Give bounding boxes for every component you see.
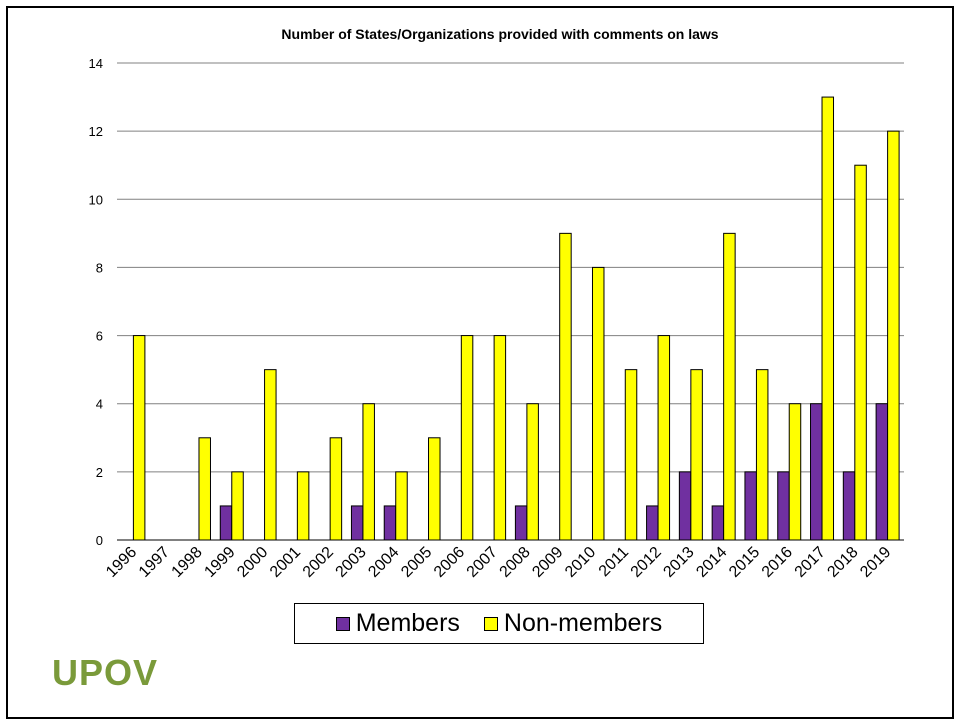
x-tick-label: 1996 xyxy=(103,544,140,581)
bar-non-members-2016 xyxy=(788,403,802,541)
bar-non-members-2011 xyxy=(624,369,638,541)
bar-members-1999 xyxy=(219,505,233,541)
bar-members-2003 xyxy=(350,505,364,541)
bar-non-members-2017 xyxy=(821,96,835,541)
slide-frame xyxy=(6,6,954,719)
bar-non-members-1998 xyxy=(198,437,211,541)
x-tick-label: 2000 xyxy=(234,544,271,581)
legend-label-non-members: Non-members xyxy=(503,609,663,637)
legend-label-members: Members xyxy=(355,609,460,637)
bar-non-members-2009 xyxy=(559,232,572,541)
bar-members-2008 xyxy=(514,505,528,541)
x-tick-label: 2013 xyxy=(660,544,697,581)
bar-non-members-2005 xyxy=(428,437,441,541)
bar-non-members-2010 xyxy=(591,266,605,541)
bar-non-members-2019 xyxy=(887,130,900,541)
bar-non-members-1996 xyxy=(132,335,146,541)
bar-members-2012 xyxy=(646,505,659,541)
y-tick-label: 10 xyxy=(89,192,103,207)
x-axis-ticks: 1996199719981999200020012002200320042005… xyxy=(103,544,894,581)
x-tick-label: 2007 xyxy=(464,544,501,581)
bars xyxy=(132,96,900,541)
x-tick-label: 2019 xyxy=(857,544,894,581)
x-tick-label: 2014 xyxy=(693,544,730,581)
y-tick-label: 2 xyxy=(96,465,103,480)
y-tick-label: 0 xyxy=(96,533,103,548)
bar-members-2017 xyxy=(810,403,823,541)
x-tick-label: 2004 xyxy=(365,544,402,581)
bar-non-members-2014 xyxy=(723,232,736,541)
x-tick-label: 2018 xyxy=(824,544,861,581)
bar-non-members-2006 xyxy=(460,335,474,541)
bar-non-members-2007 xyxy=(493,335,507,541)
bar-non-members-2018 xyxy=(854,164,867,541)
bar-members-2004 xyxy=(383,505,397,541)
chart-title: Number of States/Organizations provided … xyxy=(281,26,718,42)
x-tick-label: 2003 xyxy=(333,544,370,581)
legend-swatch-members xyxy=(335,616,350,631)
gridlines xyxy=(117,62,904,541)
x-tick-label: 2015 xyxy=(726,544,763,581)
bar-non-members-2012 xyxy=(657,335,671,541)
x-tick-label: 2012 xyxy=(628,544,665,581)
x-tick-label: 2017 xyxy=(792,544,829,581)
bar-non-members-2000 xyxy=(264,369,277,541)
x-tick-label: 2002 xyxy=(300,544,337,581)
bar-non-members-2015 xyxy=(755,369,769,541)
bar-non-members-2003 xyxy=(362,403,375,541)
bar-non-members-1999 xyxy=(231,471,244,541)
bar-members-2015 xyxy=(744,471,757,541)
legend-item-non-members: Non-members xyxy=(483,609,663,638)
x-tick-label: 2001 xyxy=(267,544,304,581)
legend: Members Non-members xyxy=(294,603,704,644)
x-tick-label: 1997 xyxy=(136,544,173,581)
x-tick-label: 2009 xyxy=(529,544,566,581)
bar-non-members-2001 xyxy=(296,471,310,541)
bar-members-2018 xyxy=(842,471,856,541)
x-tick-label: 2005 xyxy=(398,544,435,581)
bar-members-2019 xyxy=(875,403,889,541)
bar-non-members-2002 xyxy=(329,437,343,541)
y-tick-label: 12 xyxy=(89,124,103,139)
bar-non-members-2008 xyxy=(526,403,539,541)
y-tick-label: 8 xyxy=(96,260,103,275)
bar-members-2013 xyxy=(678,471,692,541)
upov-logo: UPOV xyxy=(52,652,159,693)
bar-members-2016 xyxy=(777,471,790,541)
bar-members-2014 xyxy=(711,505,725,541)
y-tick-label: 6 xyxy=(96,329,103,344)
x-tick-label: 2016 xyxy=(759,544,796,581)
bar-non-members-2004 xyxy=(395,471,408,541)
bar-non-members-2013 xyxy=(690,369,703,541)
y-tick-label: 4 xyxy=(96,397,103,412)
x-tick-label: 2010 xyxy=(562,544,599,581)
legend-swatch-non-members xyxy=(483,616,498,631)
legend-item-members: Members xyxy=(335,609,460,638)
x-tick-label: 1999 xyxy=(201,544,238,581)
x-tick-label: 1998 xyxy=(169,544,206,581)
y-tick-label: 14 xyxy=(89,56,103,71)
x-tick-label: 2011 xyxy=(596,544,632,580)
x-tick-label: 2006 xyxy=(431,544,468,581)
x-tick-label: 2008 xyxy=(497,544,534,581)
y-axis-ticks: 0 2 4 6 8 10 12 14 xyxy=(89,56,103,548)
